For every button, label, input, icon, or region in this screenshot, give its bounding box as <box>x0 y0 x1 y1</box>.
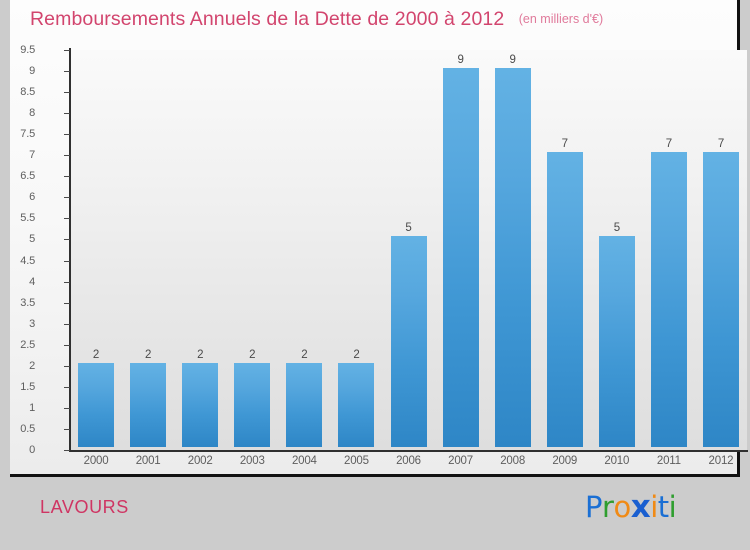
bar[interactable] <box>78 362 115 447</box>
bar[interactable] <box>130 362 167 447</box>
bar[interactable] <box>286 362 323 447</box>
x-axis-tick-label: 2007 <box>448 455 473 467</box>
y-axis-tick <box>64 134 70 136</box>
footer-bar: LAVOURS Proxiti <box>0 477 750 550</box>
y-axis-tick-label: 7.5 <box>20 128 35 141</box>
y-axis-tick <box>64 281 70 283</box>
bar-value-label: 7 <box>665 138 672 151</box>
x-axis-line <box>69 450 748 452</box>
x-axis-tick-label: 2006 <box>396 455 421 467</box>
y-axis-tick <box>64 260 70 262</box>
bar-value-label: 2 <box>92 348 100 361</box>
chart-header: Remboursements Annuels de la Dette de 20… <box>30 8 603 31</box>
x-axis-tick-label: 2000 <box>83 455 109 467</box>
y-axis-tick <box>64 197 70 199</box>
chart-unit-subtitle: (en milliers d'€) <box>518 12 604 26</box>
y-axis-tick <box>64 428 70 430</box>
y-axis-tick-label: 3 <box>29 317 35 330</box>
bar[interactable] <box>702 152 739 447</box>
y-axis-tick <box>64 155 70 157</box>
y-axis-tick <box>64 92 70 94</box>
x-axis-tick-label: 2010 <box>604 455 630 467</box>
x-axis-tick-label: 2004 <box>291 455 317 467</box>
y-axis-tick <box>64 71 70 73</box>
bar-value-label: 7 <box>561 138 568 151</box>
logo-letter: o <box>613 490 631 524</box>
bar-value-label: 2 <box>197 348 204 361</box>
bar[interactable] <box>494 68 531 447</box>
y-axis-line <box>69 48 71 451</box>
logo-letter: i <box>668 490 677 524</box>
commune-label: LAVOURS <box>40 497 129 517</box>
y-axis-tick-label: 8 <box>29 107 35 120</box>
y-axis-tick-label: 3.5 <box>20 296 35 309</box>
bar-value-label: 2 <box>353 348 360 361</box>
bar-value-label: 9 <box>509 54 516 67</box>
y-axis-tick-label: 4 <box>29 275 35 288</box>
bar[interactable] <box>390 236 427 447</box>
y-axis-tick <box>64 302 70 304</box>
bar-value-label: 2 <box>249 348 256 361</box>
y-axis-tick <box>64 50 70 51</box>
y-axis-tick <box>64 344 70 346</box>
bar[interactable] <box>338 362 375 447</box>
bar[interactable] <box>546 152 583 447</box>
y-axis-tick-label: 9 <box>29 65 35 78</box>
y-axis-tick-label: 5 <box>29 233 35 246</box>
y-axis-tick-label: 0 <box>29 444 35 456</box>
chart-card: Remboursements Annuels de la Dette de 20… <box>10 0 748 477</box>
x-axis-tick-label: 2002 <box>187 455 213 467</box>
proxiti-logo[interactable]: Proxiti <box>585 489 677 525</box>
x-axis-tick-label: 2001 <box>135 455 161 467</box>
y-axis-tick <box>64 218 70 220</box>
y-axis-tick <box>64 407 70 409</box>
y-axis-tick-label: 6.5 <box>20 170 35 183</box>
bar-value-label: 7 <box>717 138 725 151</box>
bar-value-label: 5 <box>405 222 412 235</box>
bar[interactable] <box>442 68 479 447</box>
y-axis-tick-label: 6 <box>29 191 35 204</box>
bar-value-label: 2 <box>301 348 308 361</box>
logo-letter: x <box>630 489 651 525</box>
bar[interactable] <box>650 152 687 447</box>
logo-letter: i <box>650 490 658 524</box>
x-axis-tick-label: 2012 <box>708 455 734 467</box>
y-axis-tick <box>64 365 70 367</box>
y-axis-tick-label: 7 <box>29 149 35 162</box>
logo-letter: t <box>657 490 669 524</box>
logo-letter: r <box>602 490 614 524</box>
y-axis-tick-label: 2 <box>29 359 35 372</box>
bar[interactable] <box>182 362 219 447</box>
page-title: Remboursements Annuels de la Dette de 20… <box>30 8 505 30</box>
y-axis-tick-label: 9.5 <box>20 44 35 56</box>
y-axis-tick-label: 0.5 <box>20 422 35 435</box>
bar-value-label: 2 <box>145 348 152 361</box>
y-axis-tick <box>64 386 70 388</box>
x-axis-tick-label: 2009 <box>552 455 578 467</box>
y-axis-tick-label: 2.5 <box>20 338 35 351</box>
y-axis-tick-label: 1 <box>29 401 35 414</box>
y-axis-tick <box>64 450 70 451</box>
bar[interactable] <box>234 362 271 447</box>
x-axis-tick-label: 2011 <box>656 455 681 467</box>
bar-value-label: 5 <box>613 222 620 235</box>
x-axis-tick-label: 2008 <box>500 455 526 467</box>
y-axis-tick <box>64 323 70 325</box>
bar-value-label: 9 <box>457 54 464 67</box>
y-axis-tick <box>64 239 70 241</box>
bar[interactable] <box>598 236 635 447</box>
y-axis-tick <box>64 176 70 178</box>
y-axis-tick-label: 1.5 <box>20 380 35 393</box>
x-axis-tick-label: 2003 <box>239 455 265 467</box>
y-axis-tick-label: 5.5 <box>20 212 35 225</box>
y-axis-tick-label: 4.5 <box>20 254 35 267</box>
x-axis-tick-label: 2005 <box>344 455 369 467</box>
y-axis-tick <box>64 113 70 115</box>
y-axis-tick-label: 8.5 <box>20 86 35 99</box>
logo-letter: P <box>585 490 603 524</box>
